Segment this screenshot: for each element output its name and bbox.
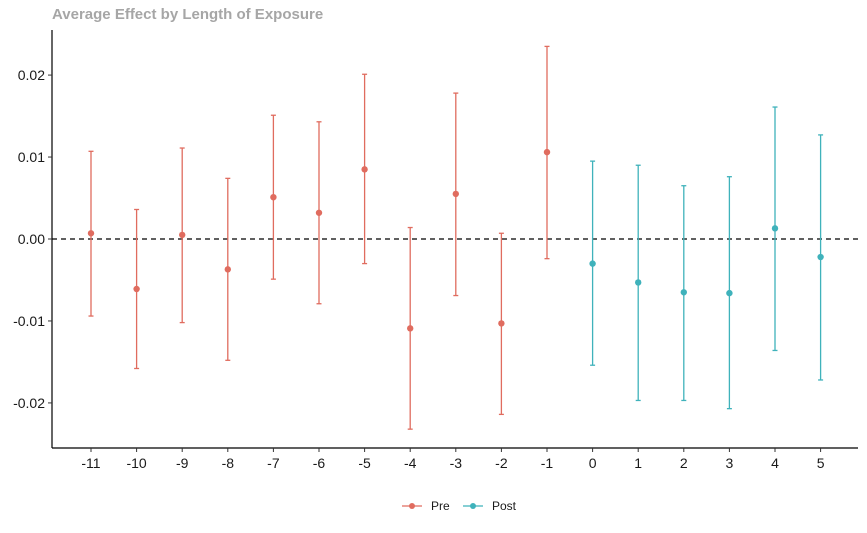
- data-point: [361, 166, 368, 173]
- data-point: [452, 190, 459, 198]
- legend-swatch-point: [409, 503, 415, 509]
- data-point: [87, 230, 95, 237]
- legend-label: Pre: [431, 499, 450, 513]
- y-axis-ticks: -0.02 -0.01 0.00 0.01 0.02: [13, 67, 52, 411]
- legend-swatch-point: [470, 503, 476, 509]
- series-marks: [87, 45, 824, 430]
- x-tick-label: 1: [634, 455, 642, 471]
- data-point: [543, 148, 551, 156]
- y-tick-label: 0.01: [18, 149, 45, 165]
- y-tick-label: 0.02: [18, 67, 45, 83]
- x-tick-label: 4: [771, 455, 779, 471]
- legend-item-pre: Pre: [402, 499, 450, 513]
- x-tick-label: -4: [404, 455, 417, 471]
- series-post: [589, 106, 824, 410]
- x-tick-label: 0: [589, 455, 597, 471]
- data-point: [270, 194, 277, 201]
- x-tick-label: -3: [450, 455, 463, 471]
- data-point: [133, 285, 140, 293]
- data-point: [726, 289, 733, 297]
- data-point: [817, 253, 824, 261]
- x-tick-label: -2: [495, 455, 508, 471]
- series-pre: [87, 45, 551, 430]
- data-point: [771, 225, 779, 232]
- chart-title: Average Effect by Length of Exposure: [52, 6, 324, 23]
- x-tick-label: -10: [126, 455, 146, 471]
- y-tick-label: 0.00: [18, 231, 45, 247]
- x-tick-label: -11: [81, 455, 100, 471]
- x-tick-label: -8: [222, 455, 235, 471]
- x-tick-label: -7: [267, 455, 280, 471]
- data-point: [224, 266, 231, 273]
- data-point: [635, 279, 642, 286]
- data-point: [407, 325, 414, 332]
- x-tick-label: -9: [176, 455, 189, 471]
- x-tick-label: 2: [680, 455, 688, 471]
- x-tick-label: -5: [358, 455, 371, 471]
- data-point: [315, 209, 323, 216]
- legend-label: Post: [492, 499, 517, 513]
- data-point: [589, 260, 596, 267]
- y-tick-label: -0.02: [13, 395, 45, 411]
- legend: Pre Post: [402, 499, 517, 513]
- x-tick-label: 5: [817, 455, 825, 471]
- x-tick-label: 3: [726, 455, 734, 471]
- x-tick-label: -1: [541, 455, 554, 471]
- data-point: [680, 289, 687, 296]
- legend-item-post: Post: [463, 499, 517, 513]
- y-tick-label: -0.01: [13, 313, 45, 329]
- data-point: [179, 231, 186, 239]
- data-point: [498, 320, 505, 327]
- x-axis-ticks: -11 -10 -9 -8 -7 -6 -5 -4 -3 -2 -1 0 1 2 3 4 5: [81, 448, 825, 471]
- x-tick-label: -6: [313, 455, 326, 471]
